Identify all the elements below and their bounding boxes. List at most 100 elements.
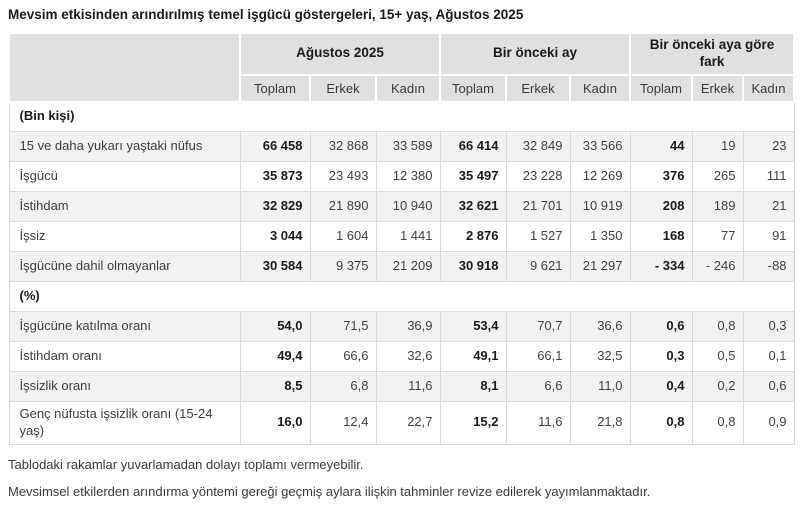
value-cell: 0,6 [629,311,693,343]
value-cell: 0,6 [742,371,795,403]
value-cell: 0,2 [691,371,744,403]
value-cell: 376 [629,161,693,193]
value-cell: 11,6 [505,401,571,445]
value-cell: 0,1 [742,341,795,373]
value-cell: 66 414 [439,131,507,163]
column-group-previous-month: Bir önceki ay [439,31,631,76]
value-cell: 30 918 [439,251,507,283]
value-cell: 70,7 [505,311,571,343]
value-cell: 32,6 [375,341,441,373]
column-group-header-row: Ağustos 2025 Bir önceki ay Bir önceki ay… [8,31,796,103]
value-cell: 9 375 [309,251,377,283]
value-cell: 0,8 [691,311,744,343]
value-cell: - 246 [691,251,744,283]
subheader-group2-col1: Toplam [439,73,507,103]
value-cell: 32 829 [239,191,311,223]
value-cell: 21 297 [569,251,631,283]
row-label: İstihdam [8,191,241,223]
value-cell: 91 [742,221,795,253]
row-label: İşgücüne katılma oranı [8,311,241,343]
value-cell: 16,0 [239,401,311,445]
subheader-group1-col2: Erkek [309,73,377,103]
table-row: 15 ve daha yukarı yaştaki nüfus 66 458 32 … [8,131,795,163]
value-cell: 22,7 [375,401,441,445]
row-label: İşgücüne dahil olmayanlar [8,251,241,283]
value-cell: 189 [691,191,744,223]
subheader-group2-col2: Erkek [505,73,571,103]
table-row: İşgücüne dahil olmayanlar 30 584 9 375 21 2… [8,251,795,283]
subheader-row: Toplam Erkek Kadın Toplam Erkek Kadın Toplam Er… [9,73,796,103]
value-cell: 10 940 [375,191,441,223]
value-cell: 33 589 [375,131,441,163]
value-cell: 2 876 [439,221,507,253]
value-cell: 32 849 [505,131,571,163]
table-row: İşgücüne katılma oranı 54,0 71,5 36,9 53,4 70… [8,311,795,343]
value-cell: 1 604 [309,221,377,253]
value-cell: 66 458 [239,131,311,163]
subheader-group1-col3: Kadın [375,73,441,103]
value-cell: 0,8 [691,401,744,445]
value-cell: 1 441 [375,221,441,253]
value-cell: 168 [629,221,693,253]
value-cell: 77 [691,221,744,253]
value-cell: 66,1 [505,341,571,373]
value-cell: 36,6 [569,311,631,343]
value-cell: 15,2 [439,401,507,445]
value-cell: 21 209 [375,251,441,283]
value-cell: 10 919 [569,191,631,223]
value-cell: 1 527 [505,221,571,253]
table-row: İşgücü 35 873 23 493 12 380 35 497 23 228 12 2… [8,161,795,193]
page: Mevsim etkisinden arındırılmış temel işg… [8,7,796,500]
value-cell: 36,9 [375,311,441,343]
table-row: İstihdam oranı 49,4 66,6 32,6 49,1 66,1 32,5 0,… [8,341,795,373]
value-cell: 11,6 [375,371,441,403]
value-cell: 12 380 [375,161,441,193]
table-row: İstihdam 32 829 21 890 10 940 32 621 21 701 10… [8,191,795,223]
corner-header-cell [8,31,241,103]
value-cell: 111 [742,161,795,193]
value-cell: 53,4 [439,311,507,343]
table-row: Genç nüfusta işsizlik oranı (15-24 yaş) 1… [8,401,795,445]
value-cell: 8,1 [439,371,507,403]
value-cell: 9 621 [505,251,571,283]
value-cell: 32 868 [309,131,377,163]
value-cell: 54,0 [239,311,311,343]
subheader-group3-col3: Kadın [741,73,796,103]
value-cell: 32 621 [439,191,507,223]
value-cell: 1 350 [569,221,631,253]
value-cell: 12 269 [569,161,631,193]
value-cell: 30 584 [239,251,311,283]
section-label: (%) [8,281,795,313]
value-cell: 21,8 [569,401,631,445]
subheader-group3-col2: Erkek [691,73,744,103]
value-cell: 35 497 [439,161,507,193]
value-cell: 208 [629,191,693,223]
value-cell: 33 566 [569,131,631,163]
footnote-rounding: Tablodaki rakamlar yuvarlamadan dolayı t… [8,456,364,472]
value-cell: 32,5 [569,341,631,373]
value-cell: 44 [629,131,693,163]
subheader-group3-col1: Toplam [629,73,693,103]
value-cell: 0,8 [629,401,693,445]
value-cell: 0,3 [742,311,795,343]
value-cell: 11,0 [569,371,631,403]
footnote-revision: Mevsimsel etkilerden arındırma yöntemi g… [8,484,651,500]
value-cell: 3 044 [239,221,311,253]
value-cell: 21 890 [309,191,377,223]
value-cell: 49,1 [439,341,507,373]
column-group-difference-vs-previous-month: Bir önceki aya göre fark [628,31,796,76]
subheader-group1-col1: Toplam [239,73,311,103]
table-row: İşsizlik oranı 8,5 6,8 11,6 8,1 6,6 11,0 0,4 0,2… [8,371,795,403]
section-label: (Bin kişi) [8,101,795,133]
row-label: Genç nüfusta işsizlik oranı (15-24 yaş) [8,401,241,445]
value-cell: 6,8 [309,371,377,403]
value-cell: 49,4 [239,341,311,373]
subheader-group2-col3: Kadın [569,73,631,103]
labour-force-table: Ağustos 2025 Bir önceki ay Bir önceki ay… [8,31,796,445]
table-row: İşsiz 3 044 1 604 1 441 2 876 1 527 1 350 168 77… [8,221,795,253]
section-row: (Bin kişi) [8,101,795,133]
value-cell: 0,9 [742,401,795,445]
value-cell: 0,5 [691,341,744,373]
value-cell: 71,5 [309,311,377,343]
row-label: İşgücü [8,161,241,193]
